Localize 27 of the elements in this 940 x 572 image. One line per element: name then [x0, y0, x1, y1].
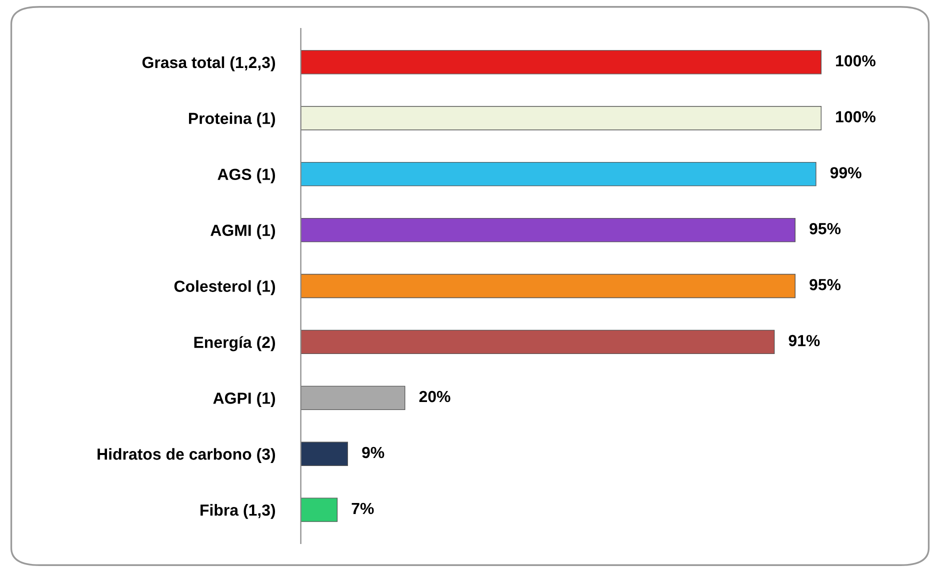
y-tick-label: AGS (1)	[218, 168, 276, 184]
y-tick-label: Hidratos de carbono (3)	[98, 448, 276, 463]
y-tick-label: AGPI (1)	[213, 392, 276, 408]
bar	[300, 442, 348, 466]
data-label: 9%	[362, 446, 384, 458]
bar	[300, 498, 338, 522]
data-label: 95%	[810, 223, 841, 234]
y-tick-label: Proteina (1)	[189, 112, 276, 128]
data-label: 100%	[836, 111, 876, 122]
data-label: 95%	[810, 278, 841, 290]
data-label: 20%	[419, 390, 450, 402]
bar	[300, 218, 796, 242]
bar	[300, 330, 775, 354]
y-tick-label: AGMI (1)	[210, 224, 276, 240]
bar	[300, 50, 822, 74]
y-tick-label: Colesterol (1)	[174, 280, 276, 296]
data-label: 7%	[352, 502, 374, 514]
bar	[300, 274, 796, 298]
data-label: 91%	[788, 334, 820, 346]
data-label: 100%	[836, 55, 876, 66]
bar	[300, 106, 822, 130]
data-label: 99%	[830, 167, 862, 178]
bar	[300, 386, 406, 410]
y-tick-label: Fibra (1,3)	[200, 504, 276, 519]
bar	[300, 162, 816, 186]
y-tick-label: Grasa total (1,2,3)	[142, 56, 276, 72]
y-tick-label: Energía (2)	[194, 336, 276, 352]
